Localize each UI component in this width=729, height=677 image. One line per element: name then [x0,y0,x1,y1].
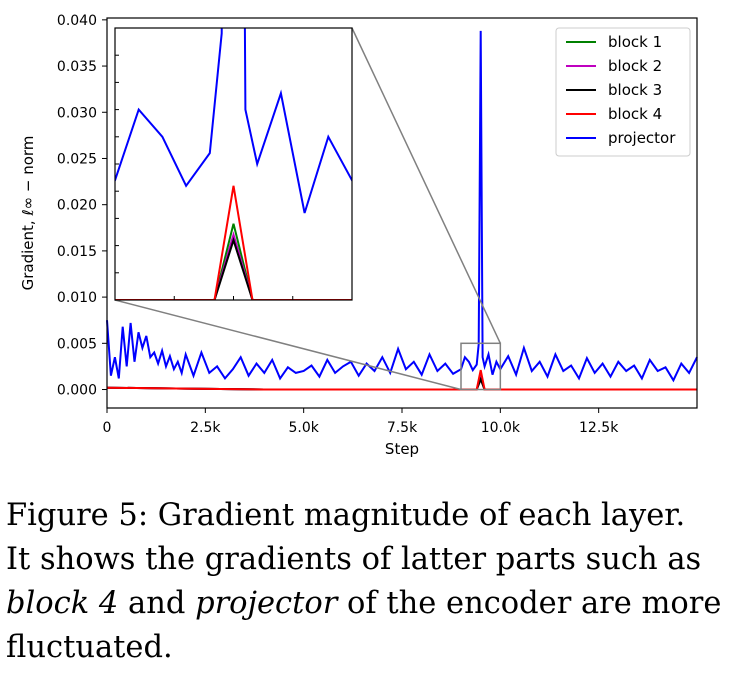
x-tick-label: 10.0k [481,420,521,436]
caption-line-3-end: of the encoder are more [337,586,722,621]
x-axis-label: Step [385,440,419,458]
y-tick-label: 0.005 [57,336,97,352]
y-tick-label: 0.015 [57,244,97,260]
legend-label: block 3 [608,81,662,99]
caption-projector: projector [195,586,338,621]
y-tick-label: 0.035 [57,59,97,75]
legend-box [555,27,691,157]
gradient-chart: 0 2.5k 5.0k 7.5k 10.0k 12.5k 0.000 0.005 0.010 0.… [19,13,698,458]
zoom-box [460,342,502,391]
caption-line-2: It shows the gradients of latter parts s… [6,542,702,577]
legend-label: block 1 [608,33,662,51]
figure-caption: Figure 5: Gradient magnitude of each lay… [6,494,722,670]
x-tick-label: 0 [103,420,112,436]
series-line-block-1 [106,373,697,391]
caption-line-1: Figure 5: Gradient magnitude of each lay… [6,498,686,533]
legend-label: block 2 [608,57,662,75]
y-tick-label: 0.000 [57,383,97,399]
y-tick-label: 0.040 [57,13,97,29]
legend: block 1 block 2 block 3 block 4 projector [555,27,691,157]
inset-line-block-1 [115,223,352,300]
legend-label: block 4 [608,105,662,123]
inset-connector-top [351,27,502,344]
inset-line-block-3 [115,236,352,300]
x-tick-label: 5.0k [288,420,319,436]
y-axis-label: Gradient, ℓ∞ − norm [19,136,37,291]
caption-block4: block 4 [6,586,119,621]
y-tick-label: 0.025 [57,151,97,167]
inset-line-block-2 [115,231,352,300]
inset-background [115,28,352,300]
y-tick-label: 0.020 [57,198,97,214]
caption-and: and [118,586,196,621]
inset-connector-bottom [114,299,462,391]
y-tick-label: 0.030 [57,105,97,121]
x-tick-label: 12.5k [579,420,619,436]
inset-lines [115,28,352,300]
series-line-projector [106,30,698,383]
x-tick-label: 7.5k [387,420,418,436]
inset-zoom [114,27,502,391]
caption-line-4: fluctuated. [6,630,173,665]
x-tick-label: 2.5k [190,420,221,436]
inset-line-projector [115,28,352,214]
figure: 0 2.5k 5.0k 7.5k 10.0k 12.5k 0.000 0.005 0.010 0.… [19,13,698,458]
y-tick-label: 0.010 [57,290,97,306]
inset-line-block-4 [115,185,352,300]
axes: 0 2.5k 5.0k 7.5k 10.0k 12.5k 0.000 0.005 0.010 0.… [19,13,698,458]
legend-label: projector [608,129,676,147]
caption-line-3: block 4 and projector of the encoder are… [6,582,722,626]
